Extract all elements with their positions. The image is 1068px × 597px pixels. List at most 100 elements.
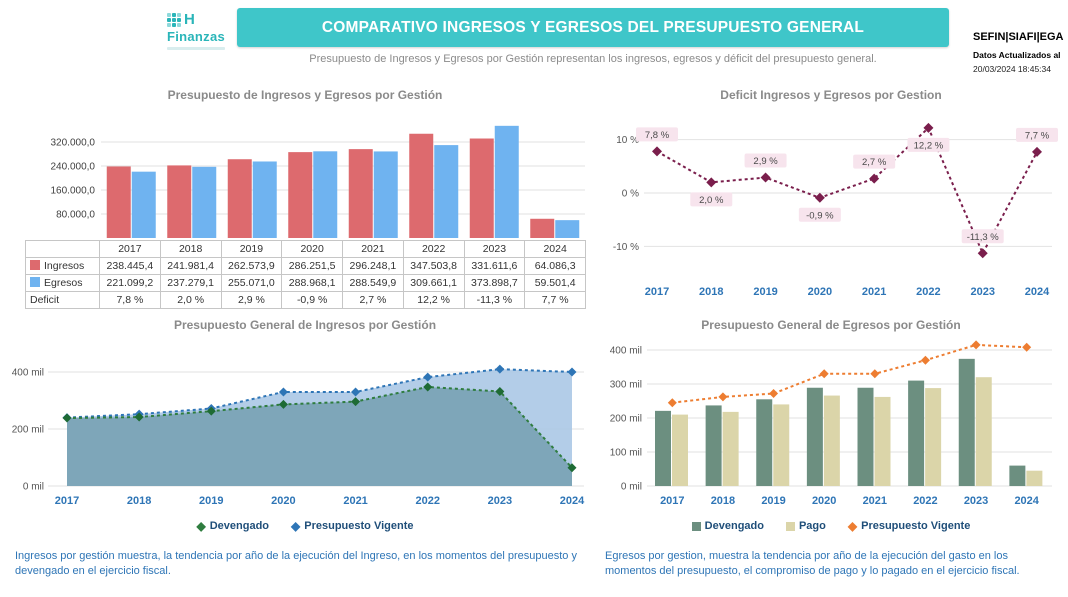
pv-point-2024[interactable] — [567, 367, 577, 377]
legend-item-devengado[interactable]: ◆ Devengado — [197, 520, 270, 532]
bar-pago-2019[interactable] — [773, 404, 790, 486]
x-axis-year: 2019 — [753, 286, 777, 298]
bar-ingresos-2019[interactable] — [227, 159, 252, 238]
bar-egresos-2018[interactable] — [192, 166, 217, 238]
brand-text: SEFIN|SIAFI|EGA — [973, 31, 1064, 43]
bar-pago-2024[interactable] — [1026, 470, 1043, 486]
x-axis-year: 2020 — [271, 495, 295, 507]
egresos-bar-line-chart[interactable]: 0 mil 100 mil 200 mil 300 mil 400 mil 2017 201… — [602, 336, 1060, 514]
bar-egresos-2021[interactable] — [373, 151, 398, 238]
table-value-cell: 262.573,9 — [220, 257, 283, 275]
logo-tagline — [167, 47, 225, 50]
y-axis-tick: 200 mil — [12, 425, 44, 436]
bar-ingresos-2017[interactable] — [106, 166, 131, 238]
dev-point-2017[interactable] — [62, 413, 72, 423]
pv-point-2023[interactable] — [495, 364, 505, 374]
area-devengado — [67, 386, 572, 486]
bar-devengado-2023[interactable] — [958, 358, 975, 486]
finanzas-logo: H Finanzas — [167, 11, 239, 50]
dev-point-2021[interactable] — [351, 397, 361, 407]
x-axis-year: 2024 — [1014, 495, 1039, 507]
bar-devengado-2017[interactable] — [655, 410, 671, 486]
bar-devengado-2018[interactable] — [705, 405, 722, 486]
dev-point-2020[interactable] — [278, 399, 288, 409]
bar-devengado-2019[interactable] — [756, 399, 773, 486]
bar-devengado-2022[interactable] — [908, 380, 925, 486]
deficit-label-bg — [853, 154, 896, 169]
x-axis-year: 2020 — [808, 286, 832, 298]
budget-table: 2017 2018 2019 2020 2021 2022 2023 2024 Ingresos… — [25, 240, 586, 309]
x-axis-year: 2017 — [660, 495, 684, 507]
deficit-point-2024[interactable] — [1032, 146, 1042, 157]
bar-egresos-2020[interactable] — [313, 151, 338, 238]
pv-point-2021[interactable] — [351, 387, 361, 397]
y-axis-tick: 400 mil — [12, 368, 44, 379]
bar-ingresos-2022[interactable] — [409, 133, 434, 238]
table-row-label: Egresos — [25, 274, 100, 292]
deficit-point-2023[interactable] — [977, 248, 988, 259]
egresos-footnote: Egresos por gestion, muestra la tendenci… — [605, 550, 1020, 577]
bar-pago-2018[interactable] — [722, 411, 739, 486]
dev-point-2023[interactable] — [495, 386, 505, 396]
pv-point-2024[interactable] — [1022, 342, 1032, 352]
deficit-label-bg — [690, 192, 733, 207]
x-axis-year: 2021 — [343, 495, 367, 507]
y-axis-tick: 240.000,0 — [51, 162, 96, 173]
ingresos-egresos-bar-chart[interactable]: 80.000,0 160.000,0 240.000,0 320.000,0 — [25, 108, 585, 240]
bar-egresos-2019[interactable] — [252, 161, 277, 238]
pv-point-2023[interactable] — [971, 340, 981, 350]
bar-pago-2017[interactable] — [672, 414, 688, 486]
pv-point-2022[interactable] — [423, 372, 433, 382]
pv-point-2022[interactable] — [920, 355, 930, 365]
bar-pago-2022[interactable] — [925, 388, 942, 486]
pv-point-2019[interactable] — [769, 389, 779, 399]
pv-point-2018[interactable] — [718, 392, 728, 402]
bar-pago-2021[interactable] — [874, 396, 891, 486]
bar-devengado-2020[interactable] — [806, 387, 823, 486]
bar-egresos-2024[interactable] — [555, 220, 580, 238]
pv-point-2020[interactable] — [819, 369, 829, 379]
table-value-cell: 286.251,5 — [281, 257, 343, 275]
dev-point-2019[interactable] — [206, 406, 216, 416]
dev-point-2022[interactable] — [423, 382, 433, 392]
table-year-header: 2017 — [99, 240, 161, 258]
deficit-point-2019[interactable] — [760, 172, 771, 183]
bar-ingresos-2020[interactable] — [288, 152, 313, 238]
bar-ingresos-2018[interactable] — [167, 165, 192, 238]
pv-point-2021[interactable] — [870, 369, 880, 379]
legend-item-presupuesto-vigente[interactable]: ◆ Presupuesto Vigente — [291, 520, 413, 532]
y-axis-tick: 10 % — [616, 135, 639, 146]
legend-item-devengado[interactable]: Devengado — [691, 520, 764, 532]
legend-item-presupuesto-vigente[interactable]: ◆ Presupuesto Vigente — [848, 520, 970, 532]
bar-egresos-2022[interactable] — [434, 145, 459, 238]
pv-point-2020[interactable] — [278, 387, 288, 397]
deficit-line-chart[interactable]: 10 % 0 % -10 % 7,8 % 2,0 % 2,9 % -0,9 % 2,7 % 12… — [602, 103, 1060, 303]
deficit-point-2021[interactable] — [869, 173, 880, 184]
dev-point-2018[interactable] — [134, 412, 144, 422]
bar-pago-2020[interactable] — [823, 395, 840, 486]
bar-devengado-2021[interactable] — [857, 387, 874, 486]
table-value-cell: 221.099,2 — [99, 274, 161, 292]
legend-item-pago[interactable]: Pago — [785, 520, 826, 532]
line-devengado — [66, 385, 573, 469]
bar-ingresos-2021[interactable] — [348, 149, 373, 238]
deficit-point-2022[interactable] — [923, 122, 934, 133]
deficit-data-label: 12,2 % — [914, 140, 944, 151]
bar-pago-2023[interactable] — [975, 377, 992, 486]
ingresos-area-chart[interactable]: 0 mil 200 mil 400 mil 2017 2018 2019 2020 2021 2… — [12, 336, 590, 511]
table-value-cell: 2,0 % — [159, 291, 222, 309]
deficit-point-2017[interactable] — [652, 146, 662, 157]
bar-ingresos-2024[interactable] — [530, 218, 555, 238]
table-value-cell: 241.981,4 — [159, 257, 222, 275]
x-axis-year: 2017 — [645, 286, 669, 298]
bar-egresos-2017[interactable] — [131, 171, 156, 238]
dev-point-2024[interactable] — [567, 463, 577, 473]
title-banner: COMPARATIVO INGRESOS Y EGRESOS DEL PRESU… — [237, 8, 949, 47]
bar-egresos-2023[interactable] — [494, 125, 519, 238]
bar-ingresos-2023[interactable] — [469, 138, 494, 238]
bar-devengado-2024[interactable] — [1009, 465, 1026, 486]
deficit-point-2018[interactable] — [706, 177, 717, 188]
deficit-point-2020[interactable] — [814, 192, 825, 203]
pv-point-2017[interactable] — [667, 398, 677, 408]
x-axis-year: 2018 — [711, 495, 735, 507]
